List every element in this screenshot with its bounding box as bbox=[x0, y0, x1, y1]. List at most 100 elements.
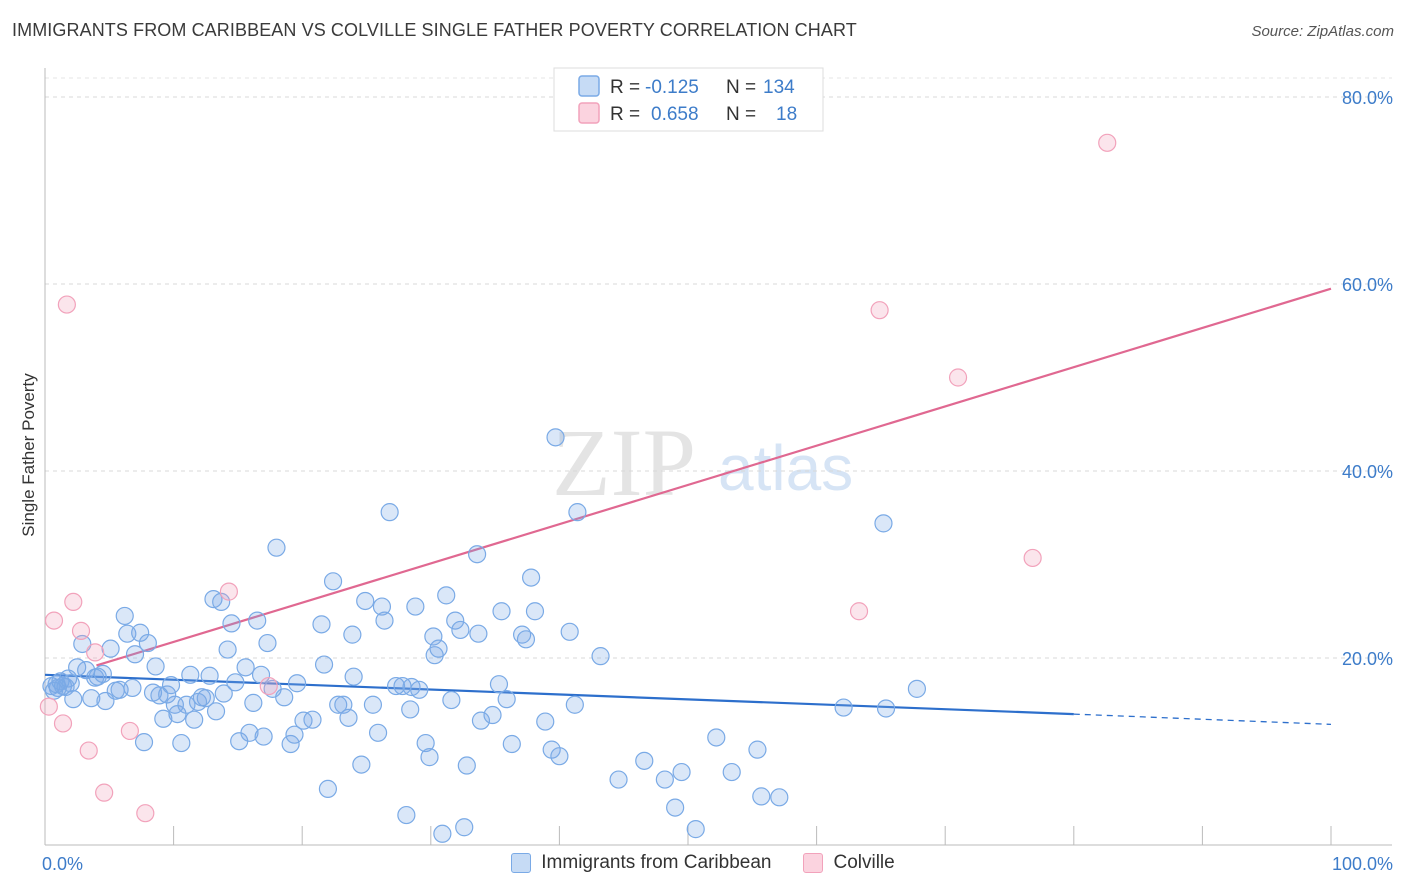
point-caribbean bbox=[483, 705, 502, 725]
point-caribbean bbox=[82, 689, 101, 708]
legend-r-value-pink: 0.658 bbox=[651, 104, 699, 125]
gridlines bbox=[45, 77, 1392, 659]
point-caribbean bbox=[248, 611, 267, 630]
point-caribbean bbox=[446, 611, 465, 630]
point-caribbean bbox=[312, 615, 331, 634]
point-caribbean bbox=[492, 602, 511, 621]
bottom-legend-item-caribbean: Immigrants from Caribbean bbox=[511, 852, 771, 874]
watermark-atlas: atlas bbox=[718, 432, 853, 504]
point-caribbean bbox=[550, 747, 569, 766]
legend-n-value-pink: 18 bbox=[776, 104, 797, 125]
legend-r-value-blue: -0.125 bbox=[645, 77, 699, 98]
point-colville bbox=[120, 721, 139, 741]
trend-line-colville bbox=[96, 287, 1332, 667]
point-colville bbox=[136, 804, 155, 823]
x-tick-label: 100.0% bbox=[1332, 854, 1393, 874]
point-caribbean bbox=[686, 820, 705, 839]
point-caribbean bbox=[281, 734, 300, 754]
point-caribbean bbox=[907, 679, 927, 698]
point-caribbean bbox=[314, 655, 334, 674]
y-tick-label: 40.0% bbox=[1342, 462, 1393, 482]
point-caribbean bbox=[206, 702, 226, 721]
point-colville bbox=[1098, 133, 1117, 152]
point-caribbean bbox=[874, 514, 893, 533]
point-caribbean bbox=[125, 645, 145, 664]
point-caribbean bbox=[401, 700, 420, 719]
point-caribbean bbox=[172, 733, 191, 753]
point-caribbean bbox=[536, 712, 555, 731]
point-caribbean bbox=[185, 710, 204, 729]
point-caribbean bbox=[457, 756, 476, 775]
legend-r-label: R = bbox=[610, 77, 640, 98]
bottom-legend-label-colville: Colville bbox=[833, 852, 895, 873]
point-caribbean bbox=[200, 666, 219, 685]
point-colville bbox=[53, 714, 73, 733]
legend-swatch-pink bbox=[578, 102, 600, 124]
point-caribbean bbox=[323, 572, 343, 591]
point-caribbean bbox=[437, 586, 456, 605]
point-caribbean bbox=[752, 787, 771, 806]
point-colville bbox=[948, 368, 968, 387]
watermark-zip: ZIP bbox=[552, 409, 696, 516]
point-caribbean bbox=[546, 428, 565, 447]
point-caribbean bbox=[115, 606, 134, 626]
tick-labels: 20.0% 40.0% 60.0% 80.0% 0.0% 100.0% bbox=[42, 88, 1393, 874]
point-caribbean bbox=[93, 664, 112, 683]
point-caribbean bbox=[267, 538, 286, 557]
point-caribbean bbox=[240, 723, 259, 742]
point-caribbean bbox=[123, 678, 142, 698]
point-caribbean bbox=[672, 762, 691, 782]
point-colville bbox=[64, 592, 83, 612]
point-caribbean bbox=[467, 545, 487, 564]
point-caribbean bbox=[236, 658, 255, 677]
point-caribbean bbox=[214, 684, 233, 703]
x-tick-label: 0.0% bbox=[42, 854, 83, 874]
y-tick-label: 20.0% bbox=[1342, 649, 1393, 669]
point-caribbean bbox=[420, 748, 439, 767]
point-caribbean bbox=[254, 727, 273, 746]
point-caribbean bbox=[433, 824, 452, 843]
point-caribbean bbox=[591, 647, 610, 666]
point-caribbean bbox=[177, 695, 196, 714]
point-colville bbox=[44, 611, 64, 630]
point-colville bbox=[870, 301, 889, 320]
point-caribbean bbox=[655, 770, 674, 789]
bottom-legend-item-colville: Colville bbox=[803, 852, 895, 874]
point-colville bbox=[219, 582, 238, 601]
axes bbox=[44, 68, 1392, 846]
point-caribbean bbox=[722, 762, 741, 782]
bottom-legend-label-caribbean: Immigrants from Caribbean bbox=[541, 852, 772, 873]
point-caribbean bbox=[303, 710, 322, 729]
point-caribbean bbox=[770, 788, 789, 807]
point-caribbean bbox=[352, 755, 371, 774]
point-caribbean bbox=[525, 602, 545, 621]
legend-swatch-blue bbox=[578, 75, 600, 97]
point-caribbean bbox=[560, 622, 579, 641]
point-caribbean bbox=[275, 688, 294, 707]
point-caribbean bbox=[386, 676, 406, 696]
bottom-legend-swatch-pink bbox=[803, 853, 824, 873]
point-caribbean bbox=[410, 680, 429, 699]
point-caribbean bbox=[666, 798, 685, 817]
point-caribbean bbox=[502, 734, 521, 754]
point-caribbean bbox=[118, 624, 137, 643]
point-caribbean bbox=[380, 503, 399, 522]
point-caribbean bbox=[406, 597, 425, 616]
legend: R = -0.125 N = 134 R = 0.658 N = 18 bbox=[553, 67, 824, 132]
point-colville bbox=[79, 741, 98, 760]
point-caribbean bbox=[609, 770, 628, 789]
source-label: Source: ZipAtlas.com bbox=[1251, 23, 1394, 40]
point-colville bbox=[39, 697, 58, 716]
point-caribbean bbox=[218, 640, 237, 659]
point-caribbean bbox=[565, 695, 584, 714]
point-caribbean bbox=[222, 614, 241, 633]
y-axis-label: Single Father Poverty bbox=[19, 373, 38, 537]
point-caribbean bbox=[138, 633, 157, 653]
point-caribbean bbox=[372, 597, 392, 616]
point-caribbean bbox=[707, 728, 726, 747]
data-points bbox=[39, 133, 1117, 843]
point-caribbean bbox=[356, 591, 375, 611]
point-caribbean bbox=[635, 751, 654, 770]
point-colville bbox=[1023, 548, 1042, 568]
